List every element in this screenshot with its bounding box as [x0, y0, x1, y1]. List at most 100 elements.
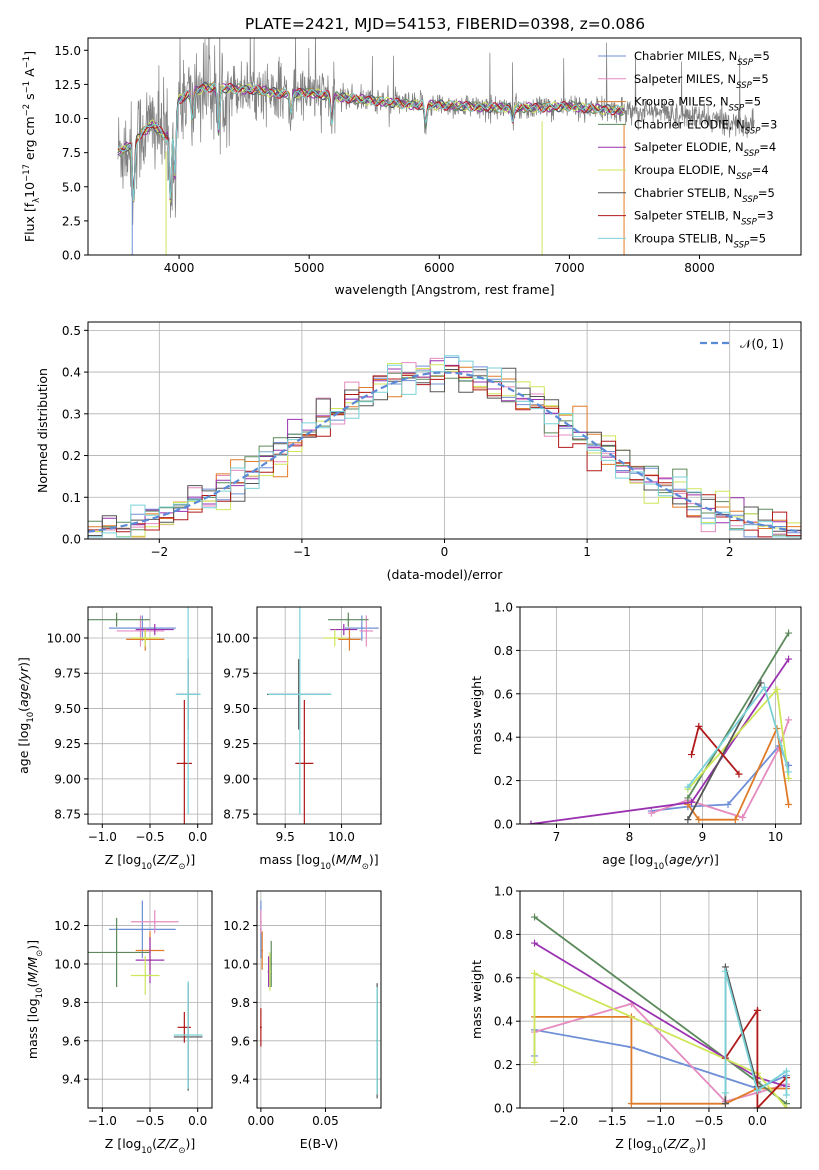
label-segment: )]	[696, 1136, 706, 1151]
x-tick-label: 2	[726, 545, 734, 559]
data-point	[333, 637, 336, 639]
x-tick-label: −2	[150, 545, 168, 559]
data-point	[348, 638, 351, 641]
data-point	[270, 962, 273, 965]
plot-area	[88, 355, 801, 539]
label-segment: =5	[749, 231, 766, 245]
x-tick-label: 7	[553, 830, 561, 844]
data-point	[303, 762, 306, 765]
label-segment: Z [log	[105, 852, 141, 867]
y-tick-label: 0.0	[494, 1102, 513, 1116]
data-point	[261, 949, 264, 952]
mass-vs-EBV-panel: 0.00 0.05 9.4 9.6 9.8 10.0 10.2 E(B-V)	[223, 890, 382, 1151]
y-tick-label: 0.2	[494, 1058, 513, 1072]
y-tick-label: 0.6	[494, 687, 513, 701]
x-tick-label: −1.0	[88, 830, 117, 844]
plot-area	[88, 900, 203, 1091]
y-tick-label: 9.75	[223, 667, 250, 681]
y-axis-label: mass weight	[469, 676, 484, 755]
label-segment: =4	[759, 140, 776, 154]
label-segment: =4	[752, 163, 769, 177]
label-segment: mass [log	[25, 998, 40, 1059]
weight-series-line	[651, 744, 790, 812]
weight-marker	[688, 751, 696, 759]
legend-entry: Kroupa ELODIE, NSSP=4	[634, 163, 769, 182]
label-segment: ⊙	[689, 1146, 696, 1156]
model-spectrum-line	[117, 82, 625, 200]
data-point	[149, 959, 151, 962]
label-segment: age [log	[602, 852, 653, 867]
label-segment: (0, 1)	[752, 337, 784, 351]
x-axis-label: (data-model)/error	[387, 567, 504, 582]
x-tick-label: −2.0	[549, 1114, 578, 1128]
x-tick-label: −1	[293, 545, 311, 559]
y-tick-label: 9.8	[231, 996, 250, 1010]
data-point	[139, 629, 142, 632]
label-segment: )]	[25, 940, 40, 950]
weight-marker	[684, 783, 692, 791]
label-segment: 10	[320, 862, 331, 872]
y-tick-label: 0.1	[62, 491, 81, 505]
y-axis-label: mass weight	[469, 960, 484, 1039]
label-segment: M/M	[336, 852, 362, 867]
x-tick-label: −1.5	[597, 1114, 626, 1128]
y-tick-label: 10.2	[54, 919, 81, 933]
y-tick-label: 0.0	[62, 249, 81, 263]
data-point	[183, 762, 186, 765]
label-segment: 10	[35, 987, 45, 998]
mass-vs-Z-panel: −1.0 −0.5 0.09.49.69.810.010.2Z [log10(Z/Z…	[25, 890, 213, 1156]
x-axis-label: Z [log10(Z/Z⊙)]	[615, 1136, 705, 1156]
axes-frame	[256, 890, 382, 1109]
data-point	[115, 951, 118, 954]
y-tick-label: 10.0	[223, 957, 250, 971]
y-tick-label: 9.00	[54, 772, 81, 786]
label-segment: SSP	[745, 126, 761, 136]
label-segment: Salpeter ELODIE, N	[634, 140, 744, 154]
label-segment: =5	[752, 72, 769, 86]
label-segment: erg cm	[22, 116, 37, 164]
weight-marker	[531, 913, 539, 921]
y-tick-label: 10.0	[54, 112, 81, 126]
label-segment: Chabrier MILES, N	[634, 49, 737, 63]
x-tick-label: 9.5	[276, 830, 295, 844]
label-segment: 10	[141, 862, 152, 872]
x-tick-label: −0.5	[694, 1114, 723, 1128]
label-segment: −1	[22, 81, 32, 94]
label-segment: ⊙	[178, 862, 185, 872]
y-tick-label: 9.8	[62, 996, 81, 1010]
label-segment: SSP	[736, 172, 752, 182]
label-segment: (	[152, 1136, 157, 1151]
label-segment: (	[16, 707, 31, 712]
model-spectrum-line	[117, 81, 625, 201]
y-tick-label: 0.4	[62, 366, 81, 380]
plot-area	[259, 900, 379, 1099]
y-tick-label: 0.8	[494, 644, 513, 658]
label-segment: SSP	[741, 218, 757, 228]
x-axis-label: wavelength [Angstrom, rest frame]	[334, 282, 554, 297]
x-tick-label: −0.5	[135, 1114, 164, 1128]
label-segment: 10	[26, 712, 36, 723]
legend-entry: Kroupa MILES, NSSP=5	[634, 95, 761, 114]
x-tick-label: 0.0	[188, 1114, 207, 1128]
y-tick-label: 0.2	[62, 449, 81, 463]
axes-frame	[87, 37, 802, 256]
y-tick-label: 9.4	[62, 1073, 81, 1087]
label-segment: SSP	[734, 240, 750, 250]
label-segment: Z [log	[105, 1136, 141, 1151]
data-point	[144, 974, 147, 977]
x-tick-label: 7000	[554, 261, 585, 275]
label-segment: Z/Z	[156, 852, 179, 867]
plot-area	[117, 38, 755, 255]
data-point	[268, 970, 271, 973]
x-tick-label: 1	[583, 545, 591, 559]
label-segment: =5	[758, 186, 775, 200]
legend-entry: Chabrier STELIB, NSSP=5	[634, 186, 775, 205]
weight-marker	[527, 820, 535, 824]
data-point	[360, 627, 363, 630]
x-tick-label: 6000	[424, 261, 455, 275]
weight-marker	[721, 1100, 729, 1108]
x-tick-label: 5000	[294, 261, 325, 275]
label-segment: SSP	[737, 58, 753, 68]
spectrum-panel: 4000 5000 6000 7000 8000 0.0 2.5 5.0 7.5 10.0 12.5…	[22, 37, 802, 297]
y-tick-label: 9.6	[62, 1034, 81, 1048]
